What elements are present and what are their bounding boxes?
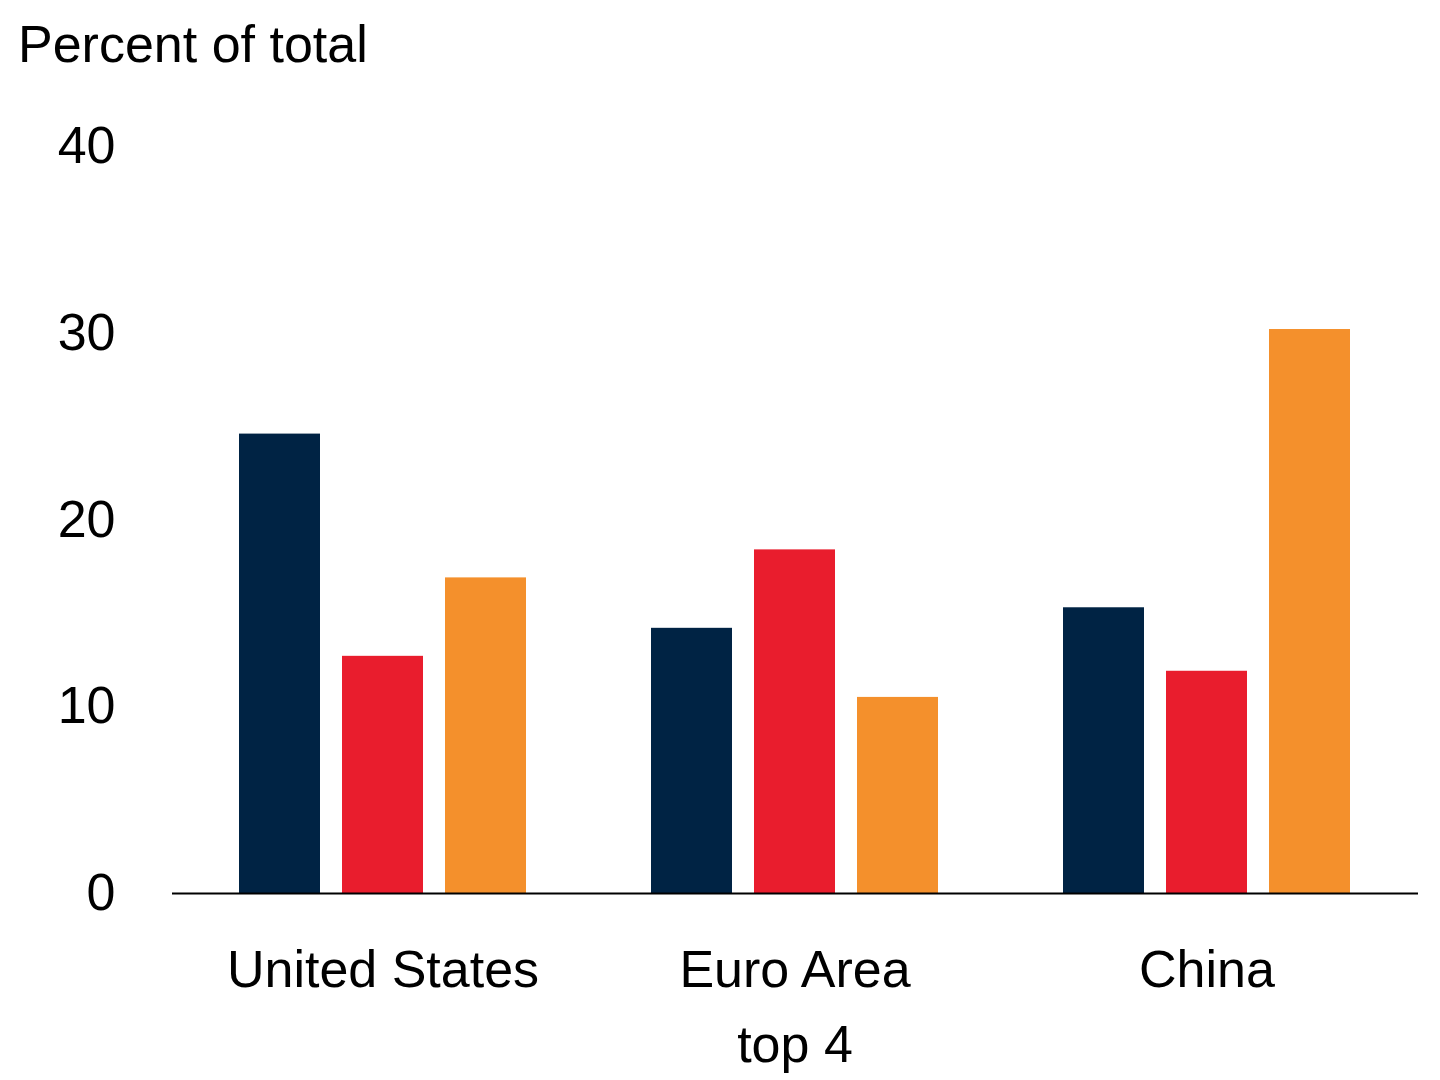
svg-text:0: 0 [87, 863, 116, 921]
svg-text:10: 10 [58, 676, 116, 734]
svg-text:40: 40 [58, 116, 116, 174]
html-text:Percent of total: Percent of total [18, 15, 368, 73]
svg-text:20: 20 [58, 490, 116, 548]
html-text:IP: IP [1010, 131, 1064, 194]
html-text:Trade: Trade [782, 131, 927, 194]
svg-text:Euro Areatop 4: Euro Areatop 4 [679, 940, 910, 1073]
svg-text:United States: United States [227, 940, 539, 998]
svg-text:China: China [1139, 940, 1275, 998]
svg-text:30: 30 [58, 303, 116, 361]
html-text:GDP: GDP [577, 131, 699, 194]
